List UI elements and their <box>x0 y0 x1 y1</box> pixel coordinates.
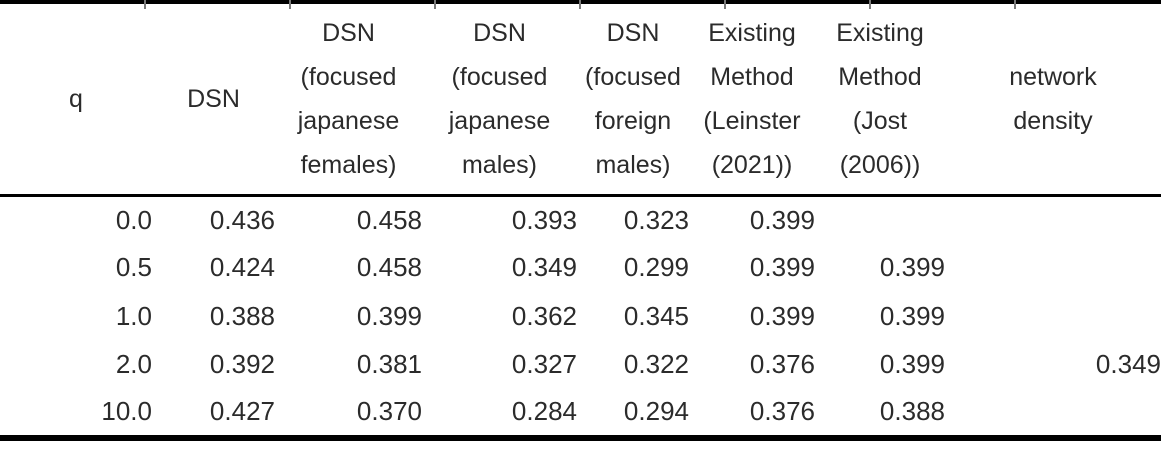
table-cell: 0.458 <box>356 204 422 235</box>
column-header-dsn: DSN <box>152 2 275 197</box>
column-header-dsn-japanese-males: DSN (focused japanese males) <box>422 2 577 197</box>
header-row: q DSN DSN (focused japanese females) DSN… <box>0 2 1161 197</box>
table-cell <box>945 292 1161 341</box>
table-row-q-0.0: 0.0 0.436 0.458 0.393 0.323 0.399 <box>0 195 1161 244</box>
table-row-q-10.0: 10.0 0.427 0.370 0.284 0.294 0.376 0.388 <box>0 389 1161 438</box>
table-cell: 0.284 <box>511 396 577 427</box>
table-cell: 0.436 <box>209 204 275 235</box>
cell-q: 10.0 <box>101 396 152 427</box>
table-cell: 0.294 <box>623 396 689 427</box>
cell-q: 0.5 <box>115 252 152 283</box>
column-header-dsn-foreign-males: DSN (focused foreign males) <box>577 2 689 197</box>
table-cell: 0.370 <box>356 396 422 427</box>
diversity-results-table: q DSN DSN (focused japanese females) DSN… <box>0 0 1161 441</box>
table-cell: 0.349 <box>1095 349 1161 380</box>
table-cell: 0.388 <box>879 396 945 427</box>
table-cell: 0.424 <box>209 252 275 283</box>
table-cell <box>945 389 1161 438</box>
table-cell: 0.399 <box>879 349 945 380</box>
table-cell: 0.349 <box>511 252 577 283</box>
cell-q: 2.0 <box>115 349 152 380</box>
table-row-q-0.5: 0.5 0.424 0.458 0.349 0.299 0.399 0.399 <box>0 244 1161 293</box>
column-divider-tick <box>144 0 146 9</box>
table-cell <box>945 195 1161 244</box>
table-cell: 0.392 <box>209 349 275 380</box>
table-cell: 0.345 <box>623 300 689 331</box>
table-cell: 0.376 <box>749 349 815 380</box>
cell-q: 1.0 <box>115 300 152 331</box>
column-header-dsn-japanese-females: DSN (focused japanese females) <box>275 2 422 197</box>
table-cell: 0.399 <box>749 204 815 235</box>
table-cell: 0.322 <box>623 349 689 380</box>
column-header-q: q <box>0 2 152 197</box>
column-divider-tick <box>1014 0 1016 9</box>
column-header-network-density: network density <box>945 2 1161 197</box>
table-cell: 0.388 <box>209 300 275 331</box>
column-header-existing-leinster: Existing Method (Leinster (2021)) <box>689 2 815 197</box>
table-row-q-1.0: 1.0 0.388 0.399 0.362 0.345 0.399 0.399 <box>0 292 1161 341</box>
table-cell: 0.323 <box>623 204 689 235</box>
table-cell <box>815 195 945 244</box>
column-divider-tick <box>724 0 726 9</box>
table-row-q-2.0: 2.0 0.392 0.381 0.327 0.322 0.376 0.399 … <box>0 341 1161 390</box>
table-cell: 0.299 <box>623 252 689 283</box>
table-cell: 0.399 <box>879 300 945 331</box>
table-cell: 0.327 <box>511 349 577 380</box>
table-cell: 0.399 <box>749 252 815 283</box>
cell-q: 0.0 <box>115 204 152 235</box>
table-cell: 0.458 <box>356 252 422 283</box>
table-cell: 0.399 <box>749 300 815 331</box>
column-divider-tick <box>869 0 871 9</box>
column-divider-tick <box>289 0 291 9</box>
column-header-existing-jost: Existing Method (Jost (2006)) <box>815 2 945 197</box>
table-cell: 0.381 <box>356 349 422 380</box>
table-cell: 0.399 <box>879 252 945 283</box>
table-cell: 0.399 <box>356 300 422 331</box>
table-cell: 0.376 <box>749 396 815 427</box>
column-divider-tick <box>434 0 436 9</box>
table-cell: 0.427 <box>209 396 275 427</box>
table-cell: 0.393 <box>511 204 577 235</box>
table-cell <box>945 244 1161 293</box>
table-cell: 0.362 <box>511 300 577 331</box>
column-divider-tick <box>579 0 581 9</box>
